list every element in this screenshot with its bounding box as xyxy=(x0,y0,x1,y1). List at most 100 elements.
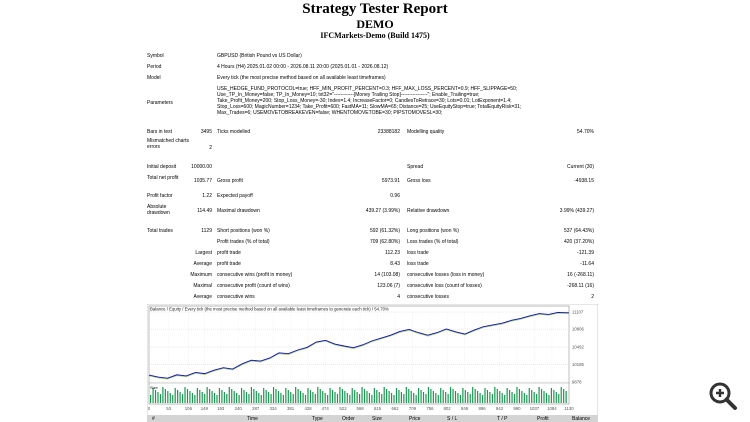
volume-bar xyxy=(376,390,378,403)
chart-legend: Balance / Equity / Every tick (the most … xyxy=(150,307,389,312)
volume-bar xyxy=(346,393,348,403)
long-label: Long positions (won %) xyxy=(407,228,459,234)
y-tick-labels: 11107 10806 10492 10185 9878 xyxy=(572,310,585,385)
profit-trades-label: Profit trades (% of total) xyxy=(217,239,270,245)
volume-bar xyxy=(248,394,250,403)
largest-label: Largest xyxy=(195,250,212,256)
volume-bar xyxy=(388,391,390,403)
deposit-value: 10000.00 xyxy=(191,164,212,170)
volume-bar xyxy=(449,387,452,403)
volume-bar xyxy=(516,387,518,403)
y-tick-label: 10806 xyxy=(572,327,585,332)
volume-bar xyxy=(307,388,309,403)
volume-bar xyxy=(403,394,405,403)
maximal-profit-label: consecutive profit (count of wins) xyxy=(217,283,290,289)
x-tick-label: 149 xyxy=(201,406,209,411)
short-label: Short positions (won %) xyxy=(217,228,270,234)
volume-bar xyxy=(472,387,474,403)
long-value: 537 (64.43%) xyxy=(563,228,594,234)
volume-bar xyxy=(462,388,464,403)
volume-bar xyxy=(469,394,471,403)
volume-bar xyxy=(437,395,439,403)
quality-label: Modelling quality xyxy=(407,129,445,135)
volume-bar xyxy=(526,395,528,403)
report-title: Strategy Tester Report xyxy=(302,1,448,17)
volume-bar xyxy=(371,395,373,403)
volume-bar xyxy=(189,391,191,403)
average-profit-label: profit trade xyxy=(217,261,241,267)
volume-bar xyxy=(167,391,169,403)
x-tick-label: 990 xyxy=(513,406,521,411)
x-tick-label: 756 xyxy=(426,406,434,411)
loss-trades-label: Loss trades (% of total) xyxy=(407,239,459,245)
volume-bar xyxy=(191,393,193,403)
netprofit-value: 1035.77 xyxy=(193,178,212,184)
balance-chart: Balance / Equity / Every tick (the most … xyxy=(147,304,598,416)
spread-label: Spread xyxy=(407,164,424,170)
volume-bar xyxy=(378,392,380,403)
maximal-loss-label: consecutive loss (count of losses) xyxy=(407,283,482,289)
table-header-cell: T / P xyxy=(497,416,508,422)
table-header-cell: Profit xyxy=(537,416,549,422)
reldd-label: Relative drawdown xyxy=(407,208,450,214)
volume-bar xyxy=(425,394,427,403)
average-label: Average xyxy=(193,261,212,267)
plot-area xyxy=(148,305,570,405)
volume-bar xyxy=(415,395,417,403)
volume-bar xyxy=(218,388,221,403)
volume-bar xyxy=(295,387,297,403)
volume-bar xyxy=(172,395,174,403)
x-tick-label: 334 xyxy=(270,406,278,411)
volume-bar xyxy=(213,393,216,403)
volume-bar xyxy=(354,390,356,403)
chart-series xyxy=(148,311,570,380)
x-tick-label: 381 xyxy=(287,406,295,411)
volume-bar xyxy=(390,393,393,403)
volume-bar xyxy=(484,388,486,403)
total-trades-label: Total trades xyxy=(147,228,173,234)
volume-bar xyxy=(204,394,206,403)
balance-line xyxy=(148,311,570,379)
model-label: Model xyxy=(147,75,161,81)
x-tick-label: 522 xyxy=(339,406,347,411)
volume-bar xyxy=(236,393,238,403)
x-tick-label: 709 xyxy=(409,406,417,411)
volume-bar xyxy=(199,390,201,403)
volume-bar xyxy=(422,392,425,403)
volume-bar xyxy=(324,393,326,403)
volume-bar xyxy=(545,393,548,403)
x-tick-label: 193 xyxy=(217,406,225,411)
x-tick-label: 287 xyxy=(252,406,260,411)
volume-bar xyxy=(226,394,228,403)
symbol-value: GBPUSD (British Pound vs US Dollar) xyxy=(217,53,302,59)
max-cons-wins-value: 14 (103.08) xyxy=(374,272,400,278)
largest-profit-value: 112.23 xyxy=(385,250,400,256)
x-tick-label: 0 xyxy=(148,406,151,411)
netprofit-label: Total net profit xyxy=(147,175,179,181)
table-header-cell: Order xyxy=(342,416,355,422)
volume-bar xyxy=(194,395,196,403)
volume-bar xyxy=(250,387,253,403)
volume-bar xyxy=(312,392,314,403)
volume-bar xyxy=(413,393,415,403)
volume-bar xyxy=(496,389,498,403)
volume-bar xyxy=(445,392,447,403)
maxdd-label: Maximal drawdown xyxy=(217,208,260,214)
zoom-in-icon[interactable] xyxy=(707,380,739,412)
volume-bar xyxy=(280,393,282,403)
y-tick-label: 10185 xyxy=(572,362,585,367)
volume-bar xyxy=(322,391,324,403)
volume-bar xyxy=(309,390,312,403)
profit-trades-value: 709 (62.80%) xyxy=(369,239,400,245)
volume-bar xyxy=(329,388,331,403)
volume-bar xyxy=(427,387,430,403)
volume-bar xyxy=(533,392,535,403)
volume-bar xyxy=(555,392,557,403)
volume-bar xyxy=(506,388,508,403)
reldd-value: 3.99% (439.27) xyxy=(559,208,594,214)
ticks-value: 23388182 xyxy=(377,129,400,135)
volume-bar xyxy=(511,392,513,403)
largest-loss-value: -121.39 xyxy=(577,250,594,256)
avg-cons-losses-value: 2 xyxy=(591,294,594,300)
x-tick-label: 943 xyxy=(496,406,504,411)
